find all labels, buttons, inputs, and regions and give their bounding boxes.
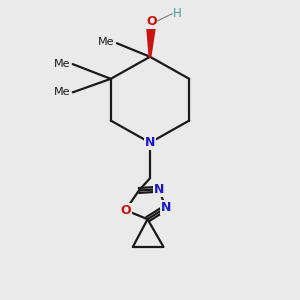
Text: O: O bbox=[146, 15, 157, 28]
Text: Me: Me bbox=[54, 87, 70, 97]
Text: Me: Me bbox=[54, 59, 70, 69]
Polygon shape bbox=[146, 21, 156, 57]
Text: N: N bbox=[145, 136, 155, 149]
Text: N: N bbox=[153, 183, 164, 196]
Text: Me: Me bbox=[98, 37, 114, 47]
Text: N: N bbox=[161, 201, 171, 214]
Text: H: H bbox=[173, 7, 182, 20]
Text: O: O bbox=[120, 204, 131, 217]
